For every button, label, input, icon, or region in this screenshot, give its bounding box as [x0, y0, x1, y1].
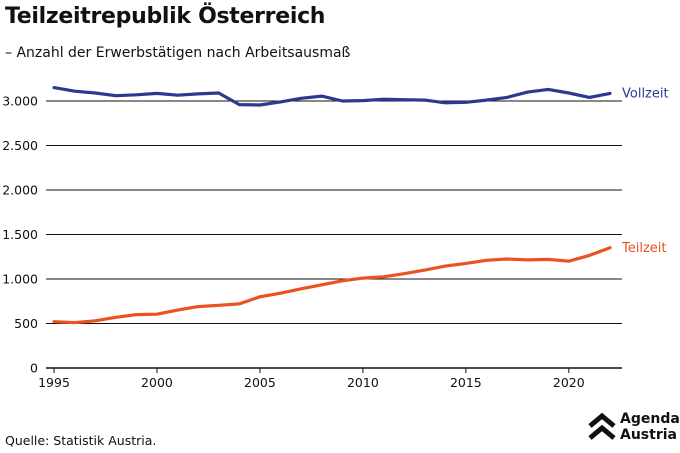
x-tick-label: 2000 — [141, 375, 173, 390]
gridlines — [46, 100, 622, 369]
y-tick-label: 1.000 — [2, 272, 38, 287]
y-tick-label: 0 — [30, 361, 38, 376]
chart-subtitle: – Anzahl der Erwerbstätigen nach Arbeits… — [5, 45, 351, 61]
agenda-austria-logo: Agenda Austria — [586, 411, 680, 447]
x-axis-ticks: 1995 2000 2005 2010 2015 2020 — [38, 368, 585, 390]
y-tick-label: 1.500 — [2, 227, 38, 242]
series-label-vollzeit: Vollzeit — [622, 86, 669, 101]
series-lines — [52, 85, 612, 325]
series-line-teilzeit — [52, 246, 612, 325]
series-label-teilzeit: Teilzeit — [621, 241, 666, 256]
y-tick-label: 3.000 — [2, 94, 38, 109]
logo-line-2: Austria — [620, 427, 677, 443]
logo-line-1: Agenda — [620, 411, 680, 427]
chart-title: Teilzeitrepublik Österreich — [5, 4, 326, 29]
logo-text: Agenda Austria — [620, 411, 680, 443]
y-tick-label: 2.000 — [2, 183, 38, 198]
x-tick-label: 2020 — [553, 375, 585, 390]
y-axis-ticks: 0 500 1.000 1.500 2.000 2.500 3.000 — [2, 94, 38, 376]
source-note: Quelle: Statistik Austria. — [5, 433, 157, 448]
logo-chevron-icon — [588, 412, 616, 440]
y-tick-label: 2.500 — [2, 138, 38, 153]
y-tick-label: 500 — [14, 316, 38, 331]
x-tick-label: 1995 — [38, 375, 70, 390]
x-tick-label: 2005 — [244, 375, 276, 390]
x-tick-label: 2015 — [450, 375, 482, 390]
series-line-vollzeit — [52, 85, 612, 107]
series-labels: Vollzeit Teilzeit — [621, 86, 669, 255]
x-tick-label: 2010 — [347, 375, 379, 390]
